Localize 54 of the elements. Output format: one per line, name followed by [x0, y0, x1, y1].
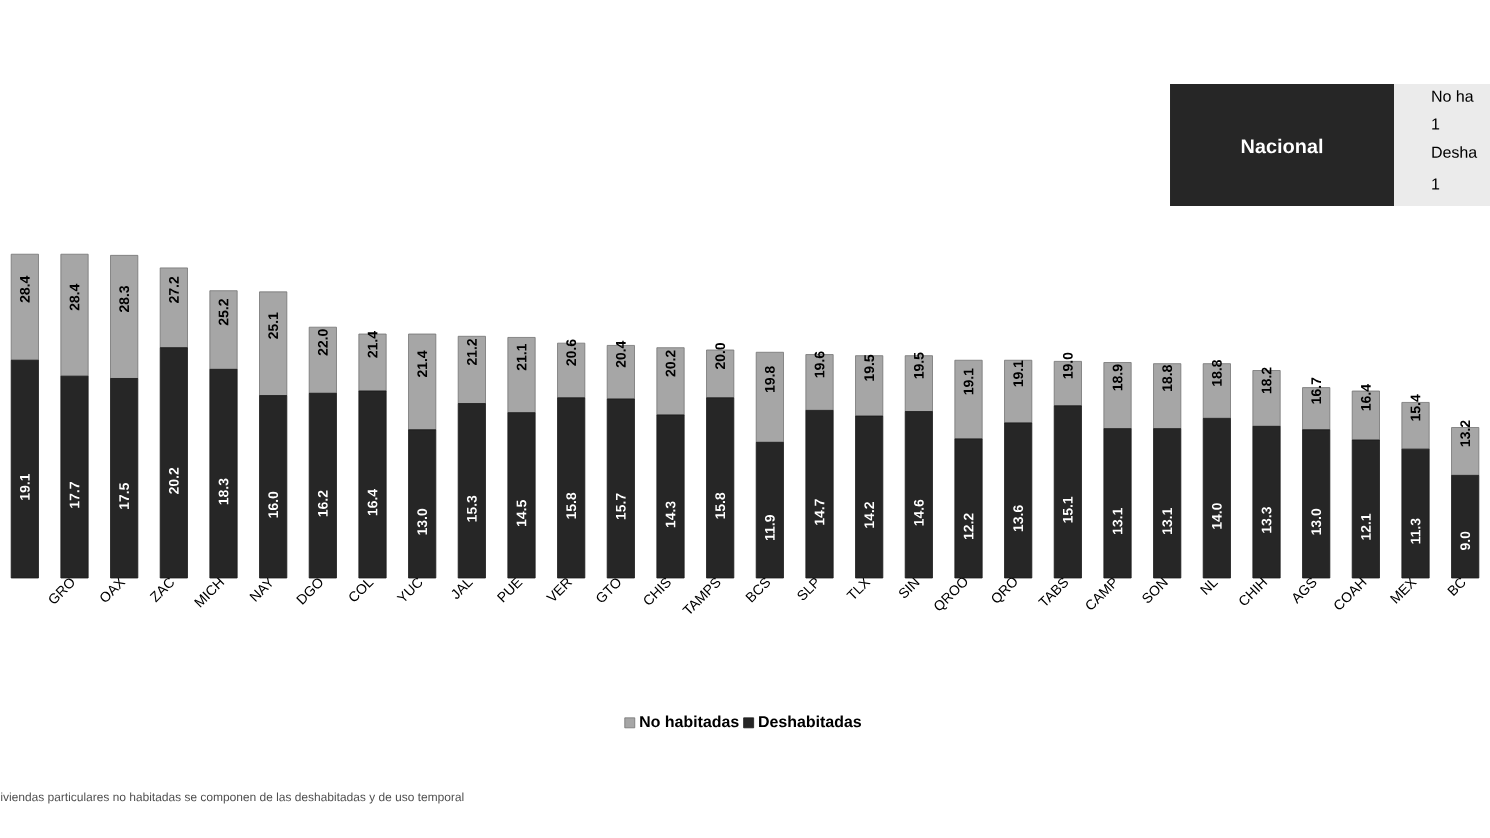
bar [1202, 417, 1231, 579]
bar [805, 354, 834, 411]
bar [855, 415, 884, 579]
bar [457, 335, 486, 404]
bar [1351, 439, 1380, 579]
bar [159, 347, 188, 579]
bar [1252, 425, 1281, 579]
bar [1401, 448, 1430, 579]
bar [259, 395, 288, 579]
bar [1451, 475, 1480, 579]
bar [755, 351, 784, 443]
bar [954, 359, 983, 440]
bar [706, 397, 735, 579]
bar [60, 375, 89, 579]
bar [1153, 428, 1182, 579]
bar [1302, 429, 1331, 579]
bar [805, 410, 834, 579]
bar [1053, 405, 1082, 579]
bar [209, 368, 238, 579]
bar [954, 438, 983, 579]
bar [656, 347, 685, 416]
bar [358, 390, 387, 579]
bar [557, 342, 586, 399]
bar [1004, 359, 1033, 424]
bar [110, 378, 139, 579]
bar [408, 429, 437, 579]
bar [259, 291, 288, 396]
bar [904, 355, 933, 412]
bar [656, 414, 685, 579]
bar [159, 267, 188, 349]
bar [60, 253, 89, 377]
bar [755, 441, 784, 579]
bar [855, 355, 884, 417]
bar [10, 253, 39, 361]
bar [308, 326, 337, 394]
bar [1103, 428, 1132, 579]
bar [1202, 363, 1231, 419]
bar [557, 397, 586, 579]
bar [507, 412, 536, 579]
bar [1153, 363, 1182, 430]
bar [1103, 362, 1132, 430]
bar [904, 411, 933, 579]
text: Nacional [1241, 138, 1323, 154]
bar [408, 333, 437, 431]
bar [10, 359, 39, 579]
bar [507, 337, 536, 414]
bar [606, 398, 635, 579]
bar [209, 290, 238, 370]
bar [110, 254, 139, 379]
bar [1252, 370, 1281, 427]
bar [1004, 422, 1033, 579]
bar [358, 333, 387, 392]
bar [308, 392, 337, 579]
bar [457, 403, 486, 579]
